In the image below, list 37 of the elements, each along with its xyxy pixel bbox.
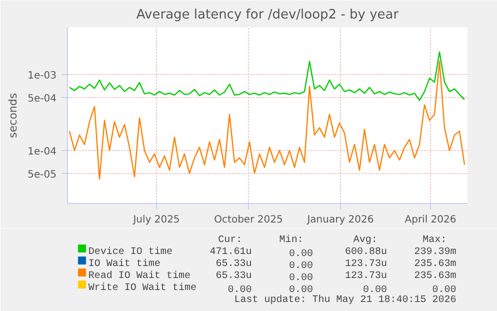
- x-tick-label: January 2026: [306, 214, 374, 226]
- text: Max:: [422, 235, 447, 246]
- y-tick-label: 5e-05: [28, 169, 57, 180]
- text: 239.39m: [414, 247, 456, 258]
- text: 0.00: [288, 273, 313, 284]
- text: Cur:: [218, 235, 242, 246]
- x-tick-label: July 2025: [132, 214, 180, 226]
- y-tick-label: 1e-04: [28, 146, 57, 158]
- text: 0.00: [363, 285, 388, 296]
- text: 0.00: [288, 261, 313, 272]
- text: Min:: [279, 234, 304, 246]
- text: 123.73u: [345, 259, 388, 270]
- text: 235.63m: [414, 271, 456, 282]
- legend-label: Device IO time: [88, 246, 172, 258]
- text: Avg:: [353, 235, 378, 246]
- text: 235.63m: [414, 259, 456, 270]
- text: 123.73u: [345, 271, 388, 282]
- text: 0.00: [288, 285, 313, 296]
- legend-label: IO Wait time: [88, 258, 160, 270]
- text: 0.00: [432, 285, 456, 296]
- text: Last update: Thu May 21 18:40:15 2026: [234, 294, 456, 306]
- text: 0.00: [288, 249, 313, 260]
- legend-label: Write IO Wait time: [88, 282, 196, 294]
- legend-label: Read IO Wait time: [88, 270, 190, 282]
- y-axis-title: seconds: [6, 92, 20, 138]
- line-series: [68, 60, 466, 180]
- text: 471.61u: [210, 247, 252, 258]
- x-tick-label: October 2025: [214, 214, 283, 226]
- text: 600.88u: [345, 247, 388, 258]
- y-tick-label: 1e-03: [28, 70, 57, 82]
- text: 0.00: [228, 285, 252, 296]
- text: 65.33u: [216, 259, 252, 270]
- y-tick-label: 5e-04: [28, 94, 57, 105]
- chart-title: Average latency for /dev/loop2 - by year: [136, 8, 400, 22]
- text: 65.33u: [216, 271, 252, 282]
- line-series: [68, 51, 466, 101]
- x-tick-label: April 2026: [404, 214, 456, 226]
